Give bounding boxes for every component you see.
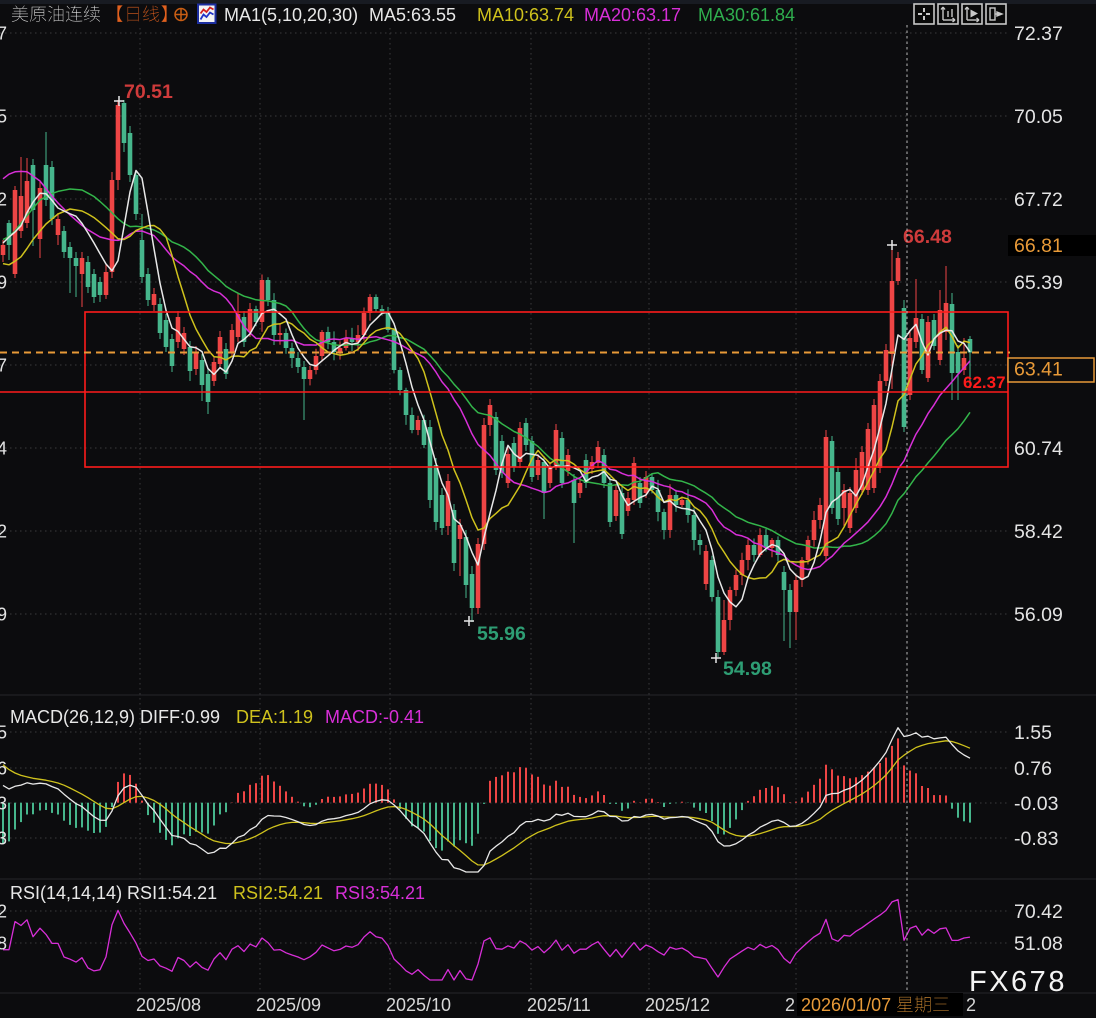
svg-text:8: 8 [0,934,7,954]
svg-text:MA30:61.84: MA30:61.84 [698,5,795,25]
svg-text:MA10:63.74: MA10:63.74 [477,5,574,25]
svg-text:MA5:63.55: MA5:63.55 [369,5,456,25]
svg-text:1.55: 1.55 [1014,722,1052,744]
svg-text:63.41: 63.41 [1014,359,1063,381]
svg-text:RSI(14,14,14) RSI1:54.21: RSI(14,14,14) RSI1:54.21 [10,883,217,903]
svg-text:70.42: 70.42 [1014,901,1063,923]
svg-text:66.81: 66.81 [1014,235,1063,257]
svg-text:2025/08: 2025/08 [136,995,201,1015]
svg-text:RSI2:54.21: RSI2:54.21 [233,883,323,903]
svg-text:MA20:63.17: MA20:63.17 [584,5,681,25]
svg-text:5: 5 [0,107,7,127]
svg-text:2: 2 [0,190,7,210]
svg-text:2: 2 [785,995,795,1015]
svg-text:62.37: 62.37 [963,373,1006,392]
svg-text:51.08: 51.08 [1014,933,1063,955]
svg-text:4: 4 [0,439,7,459]
svg-text:MACD(26,12,9) DIFF:0.99: MACD(26,12,9) DIFF:0.99 [10,707,220,727]
svg-text:2: 2 [966,995,976,1015]
svg-text:70.05: 70.05 [1014,106,1063,128]
svg-text:-0.83: -0.83 [1014,828,1058,850]
svg-text:3: 3 [0,829,7,849]
svg-text:60.74: 60.74 [1014,438,1063,460]
svg-text:72.37: 72.37 [1014,23,1063,45]
svg-text:65.39: 65.39 [1014,272,1063,294]
svg-text:56.09: 56.09 [1014,604,1063,626]
svg-text:6: 6 [0,759,7,779]
svg-text:2025/12: 2025/12 [645,995,710,1015]
svg-text:70.51: 70.51 [124,81,173,103]
svg-text:DEA:1.19: DEA:1.19 [236,707,313,727]
svg-text:54.98: 54.98 [723,658,772,680]
svg-text:RSI3:54.21: RSI3:54.21 [335,883,425,903]
svg-text:MACD:-0.41: MACD:-0.41 [325,707,424,727]
svg-text:55.96: 55.96 [477,623,526,645]
svg-text:9: 9 [0,273,7,293]
svg-text:-0.03: -0.03 [1014,793,1058,815]
svg-text:5: 5 [0,723,7,743]
svg-text:67.72: 67.72 [1014,189,1063,211]
svg-text:2: 2 [0,902,7,922]
svg-text:9: 9 [0,605,7,625]
svg-text:2025/09: 2025/09 [256,995,321,1015]
svg-text:2025/11: 2025/11 [527,995,591,1015]
svg-text:2025/10: 2025/10 [386,995,451,1015]
svg-text:7: 7 [0,24,7,44]
svg-text:2026/01/07: 2026/01/07 [801,995,891,1015]
svg-text:58.42: 58.42 [1014,521,1063,543]
svg-text:66.48: 66.48 [903,226,952,248]
svg-text:3: 3 [0,794,7,814]
svg-text:FX678: FX678 [969,966,1067,998]
svg-text:2: 2 [0,522,7,542]
svg-text:MA1(5,10,20,30): MA1(5,10,20,30) [224,5,358,25]
svg-text:7: 7 [0,356,7,376]
svg-text:0.76: 0.76 [1014,758,1052,780]
